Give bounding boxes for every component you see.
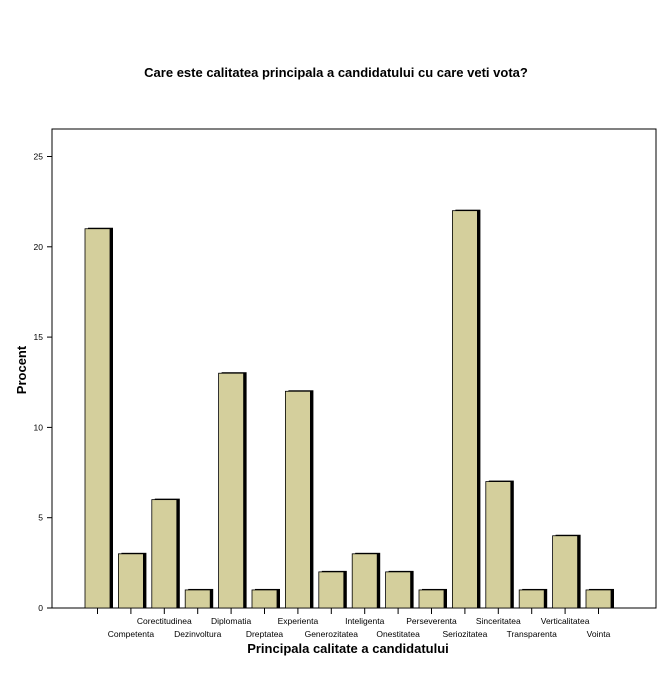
x-tick-label-2: Corectitudinea (137, 616, 192, 626)
y-tick-label-4: 20 (34, 242, 44, 252)
x-tick-label-9: Onestitatea (376, 629, 420, 639)
x-tick-label-7: Generozitatea (305, 629, 359, 639)
bars-group (84, 209, 614, 609)
bar-13 (518, 589, 545, 609)
y-axis-title: Procent (14, 345, 29, 394)
y-tick-label-5: 25 (34, 152, 44, 162)
x-tick-label-10: Perseverenta (406, 616, 457, 626)
bar-10 (418, 589, 445, 609)
x-tick-label-12: Sinceritatea (476, 616, 521, 626)
x-tick-label-3: Dezinvoltura (174, 629, 222, 639)
y-tick-label-2: 10 (34, 422, 44, 432)
x-tick-label-8: Inteligenta (345, 616, 384, 626)
bar-2 (151, 499, 178, 609)
x-tick-label-6: Experienta (278, 616, 319, 626)
bar-15 (585, 589, 612, 609)
bar-1 (118, 553, 144, 609)
y-tick-label-3: 15 (34, 332, 44, 342)
bar-14 (552, 535, 578, 609)
bar-12 (485, 481, 512, 609)
x-axis-title: Principala calitate a candidatului (247, 641, 449, 656)
bar-0 (84, 228, 111, 609)
y-axis-ticks: 0 5 10 15 20 25 (34, 152, 52, 613)
x-tick-label-15: Vointa (587, 629, 611, 639)
bar-6 (284, 390, 311, 609)
bar-9 (385, 571, 412, 609)
x-axis-ticks: Competenta Corectitudinea Dezinvoltura Dipl… (97, 608, 611, 639)
x-tick-label-14: Verticalitatea (541, 616, 590, 626)
bar-5 (251, 589, 278, 609)
chart-title: Care este calitatea principala a candida… (144, 65, 528, 80)
y-tick-label-0: 0 (38, 603, 43, 613)
x-tick-label-4: Diplomatia (211, 616, 251, 626)
bar-4 (218, 372, 245, 609)
x-tick-label-5: Dreptatea (246, 629, 284, 639)
x-tick-label-1: Competenta (108, 629, 155, 639)
bar-3 (184, 589, 211, 609)
bar-11 (451, 210, 478, 609)
bar-8 (351, 553, 378, 609)
x-tick-label-11: Seriozitatea (442, 629, 487, 639)
bar-7 (318, 571, 345, 609)
x-tick-label-13: Transparenta (507, 629, 558, 639)
y-tick-label-1: 5 (38, 513, 43, 523)
